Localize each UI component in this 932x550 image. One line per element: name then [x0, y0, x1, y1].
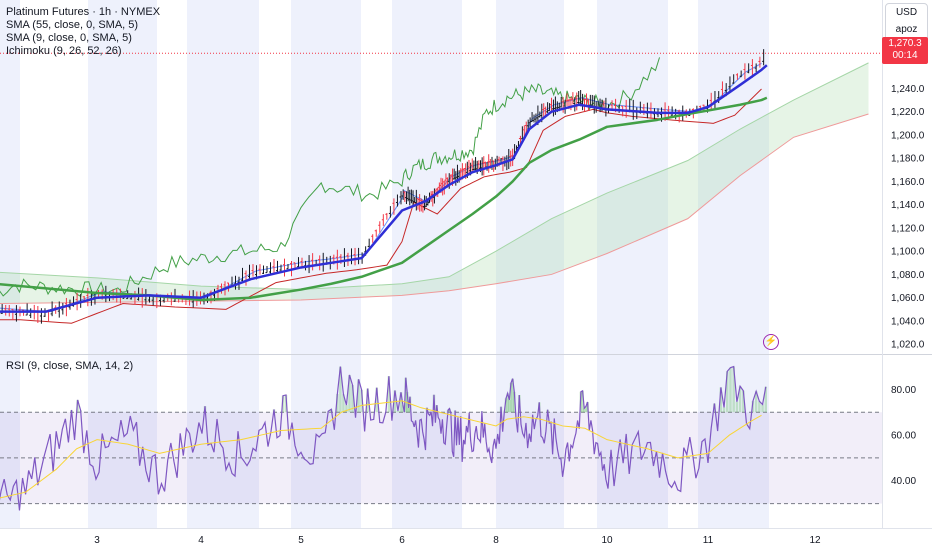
- rsi-legend[interactable]: RSI (9, close, SMA, 14, 2): [6, 360, 133, 373]
- kijun-line: [0, 88, 762, 324]
- x-tick-label: 6: [399, 535, 405, 546]
- y-tick-label: 1,100.0: [891, 247, 925, 258]
- legend-ichimoku[interactable]: Ichimoku (9, 26, 52, 26): [6, 45, 122, 57]
- rsi-y-tick-label: 40.00: [891, 476, 916, 487]
- x-tick-label: 3: [94, 535, 100, 546]
- currency-label: USD: [895, 7, 918, 18]
- currency-selector[interactable]: USD apoz: [885, 3, 928, 43]
- y-tick-label: 1,180.0: [891, 154, 925, 165]
- chikou-span: [0, 57, 660, 298]
- countdown: 00:14: [892, 50, 918, 61]
- x-tick-label: 12: [809, 535, 821, 546]
- session-shade-2: [187, 0, 259, 528]
- y-tick-label: 1,140.0: [891, 200, 925, 211]
- y-tick-label: 1,220.0: [891, 107, 925, 118]
- last-price: 1,270.3: [888, 38, 922, 49]
- rsi-y-tick-label: 60.00: [891, 431, 916, 442]
- rsi-y-tick-label: 80.00: [891, 385, 916, 396]
- y-tick-label: 1,200.0: [891, 130, 925, 141]
- session-shade-4: [392, 0, 462, 528]
- x-tick-label: 10: [601, 535, 613, 546]
- rsi-line: [0, 365, 767, 511]
- x-tick-label: 4: [198, 535, 204, 546]
- x-tick-label: 5: [298, 535, 304, 546]
- y-tick-label: 1,240.0: [891, 84, 925, 95]
- unit-label: apoz: [895, 24, 918, 35]
- y-tick-label: 1,040.0: [891, 316, 925, 327]
- last-price-badge: 1,270.3 00:14: [882, 37, 928, 64]
- rsi-title[interactable]: RSI (9, close, SMA, 14, 2): [6, 360, 134, 372]
- legend-sma55[interactable]: SMA (55, close, 0, SMA, 5): [6, 19, 139, 31]
- senkou-span-a: [0, 62, 869, 291]
- chart-title[interactable]: Platinum Futures · 1h · NYMEX: [6, 6, 161, 18]
- y-tick-label: 1,160.0: [891, 177, 925, 188]
- sma9-line: [0, 64, 768, 313]
- chart-legend: Platinum Futures · 1h · NYMEX SMA (55, c…: [6, 6, 160, 58]
- rsi-ma-line: [0, 400, 762, 499]
- session-shade-0: [0, 0, 20, 528]
- x-tick-label: 8: [493, 535, 499, 546]
- y-tick-label: 1,080.0: [891, 270, 925, 281]
- y-tick-label: 1,020.0: [891, 340, 925, 351]
- ichimoku-cloud: [0, 62, 869, 304]
- lightning-icon[interactable]: ⚡: [763, 334, 779, 350]
- y-tick-label: 1,120.0: [891, 223, 925, 234]
- y-tick-label: 1,060.0: [891, 293, 925, 304]
- x-tick-label: 11: [703, 535, 714, 546]
- legend-sma9[interactable]: SMA (9, close, 0, SMA, 5): [6, 32, 132, 44]
